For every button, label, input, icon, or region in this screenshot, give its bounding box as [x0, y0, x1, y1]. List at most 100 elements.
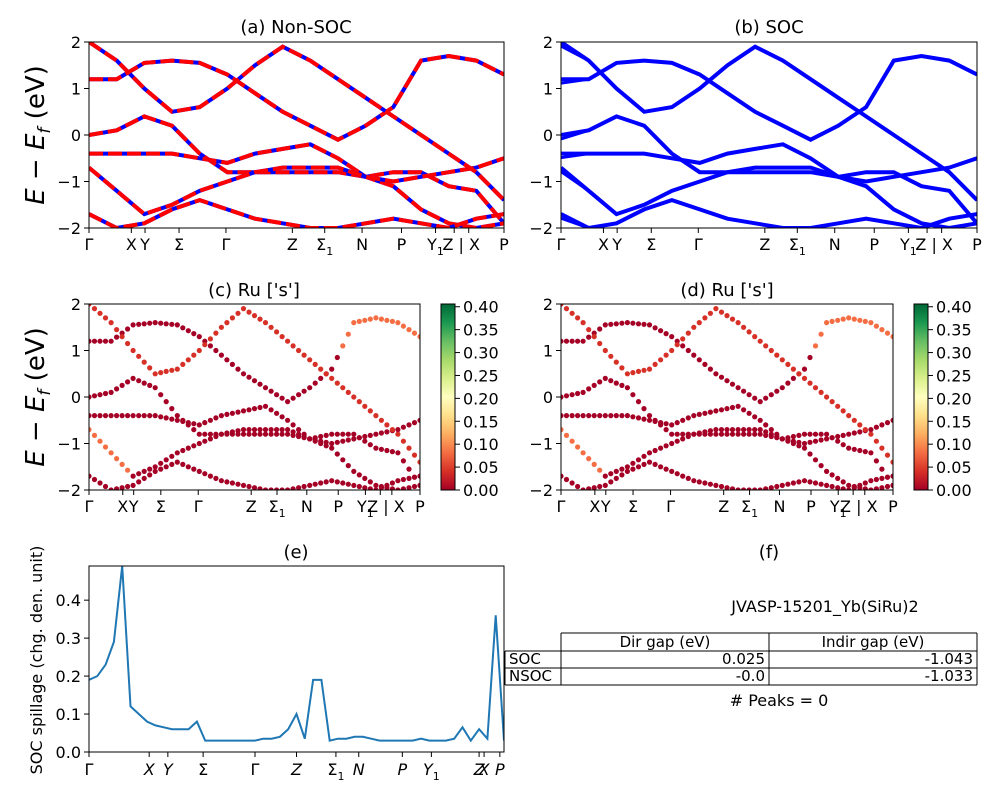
projection-point — [301, 433, 307, 440]
projection-point — [641, 406, 647, 412]
projection-point — [713, 306, 719, 312]
ytick-label: 2 — [71, 33, 81, 52]
projection-point — [114, 386, 120, 392]
projection-point — [323, 371, 329, 377]
band-line-dashed — [89, 114, 504, 225]
projection-point — [729, 381, 736, 387]
projection-point — [196, 347, 202, 354]
projection-point — [141, 380, 147, 386]
kpoint-label-zx: Z | X — [915, 235, 953, 254]
projection-point — [873, 486, 879, 490]
kpoint-label: N — [773, 497, 785, 516]
projection-point — [807, 380, 813, 386]
projection-point — [563, 338, 570, 344]
projection-point — [680, 436, 686, 442]
projection-point — [329, 375, 335, 381]
colorbar-tick-label: 0.25 — [936, 366, 972, 385]
projection-point — [411, 420, 418, 426]
projection-point — [785, 361, 791, 367]
projection-point — [158, 466, 164, 472]
projection-point — [373, 413, 379, 419]
table-row-nsoc-indir: -1.033 — [925, 667, 973, 685]
projection-point — [108, 450, 114, 456]
kpoint-label: Γ — [557, 497, 566, 516]
projection-point — [591, 485, 597, 490]
projection-point — [334, 431, 340, 437]
projection-point — [575, 413, 581, 419]
projection-point — [340, 385, 346, 391]
projection-point — [334, 439, 340, 445]
projection-point — [563, 476, 570, 483]
projection-point — [785, 481, 791, 487]
projection-point — [340, 343, 346, 349]
colorbar-tick-label: 0.05 — [936, 458, 972, 477]
spillage-line — [89, 566, 504, 743]
projection-point — [862, 427, 868, 433]
projection-point — [102, 390, 109, 397]
projection-point — [597, 340, 603, 347]
projection-point — [696, 320, 702, 326]
projection-point — [218, 431, 224, 437]
projection-point — [169, 461, 175, 467]
projection-point — [586, 327, 592, 333]
projection-point — [296, 427, 302, 433]
projection-point — [674, 342, 680, 348]
projection-point — [630, 392, 636, 398]
projection-point — [796, 439, 802, 445]
projection-point — [329, 445, 335, 451]
projection-point — [685, 347, 691, 354]
projection-point — [868, 320, 874, 326]
projection-point — [563, 306, 570, 312]
projection-point — [136, 471, 142, 477]
table-header-indir: Indir gap (eV) — [822, 633, 925, 651]
projection-point — [147, 320, 153, 326]
projection-point — [580, 389, 586, 395]
projection-point — [641, 321, 647, 327]
projection-point — [597, 326, 603, 332]
projection-point — [624, 371, 631, 377]
projection-point — [218, 413, 224, 419]
projection-point — [384, 429, 390, 435]
projection-point — [102, 483, 109, 490]
projection-point — [646, 417, 653, 423]
projection-point — [718, 407, 725, 413]
projection-point — [417, 459, 420, 465]
projection-point — [812, 480, 819, 486]
projection-point — [147, 365, 153, 371]
projection-point — [191, 443, 197, 449]
projection-point — [801, 445, 808, 451]
kpoint-label: Z — [718, 497, 729, 516]
projection-point — [757, 487, 763, 490]
projection-point — [158, 414, 164, 420]
projection-point — [561, 473, 564, 479]
projection-point — [840, 316, 846, 322]
projection-point — [196, 431, 202, 437]
projection-point — [835, 485, 841, 490]
projection-point — [351, 320, 357, 326]
projection-point — [147, 466, 153, 472]
band-line — [561, 53, 977, 142]
panel-b-frame — [560, 41, 978, 229]
projection-point — [207, 436, 213, 442]
projection-point — [411, 483, 418, 490]
projection-point — [569, 310, 575, 316]
projection-point — [862, 480, 868, 486]
projection-point — [608, 471, 614, 477]
projection-point — [89, 304, 92, 307]
projection-point — [362, 438, 368, 444]
projection-point — [630, 460, 636, 466]
projection-point — [213, 330, 219, 336]
kpoint-label: Σ — [156, 497, 166, 516]
projection-point — [373, 445, 379, 451]
projection-point — [575, 390, 581, 397]
projection-point — [163, 321, 169, 327]
projection-point — [334, 479, 340, 485]
projection-point — [395, 431, 401, 437]
xtick-label: Σ — [198, 760, 208, 779]
projection-point — [235, 310, 241, 316]
projection-point — [262, 431, 269, 437]
projection-point — [235, 409, 241, 415]
projection-point — [724, 313, 730, 319]
kpoint-label: Γ — [194, 497, 203, 516]
kpoint-label: N — [356, 235, 368, 254]
